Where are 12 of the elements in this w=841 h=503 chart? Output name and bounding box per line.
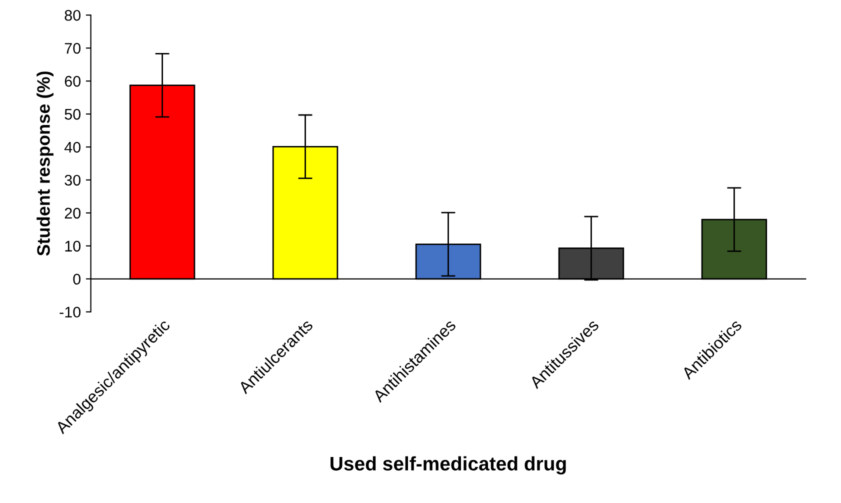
y-tick-label: 20: [64, 208, 81, 219]
y-tick-label: 60: [64, 76, 81, 87]
y-tick-label: 30: [64, 174, 81, 186]
y-tick-label: 10: [65, 240, 81, 252]
y-tick-label: 40: [64, 142, 81, 153]
y-tick-label: 0: [73, 274, 81, 285]
y-tick-label: 80: [64, 10, 81, 21]
y-tick-label: -10: [60, 306, 81, 318]
y-tick-label: 50: [64, 108, 81, 120]
x-axis-title: Used self-medicated drug: [330, 456, 566, 474]
y-axis-title: Student response (%): [36, 72, 54, 256]
y-tick-label: 70: [64, 42, 81, 54]
